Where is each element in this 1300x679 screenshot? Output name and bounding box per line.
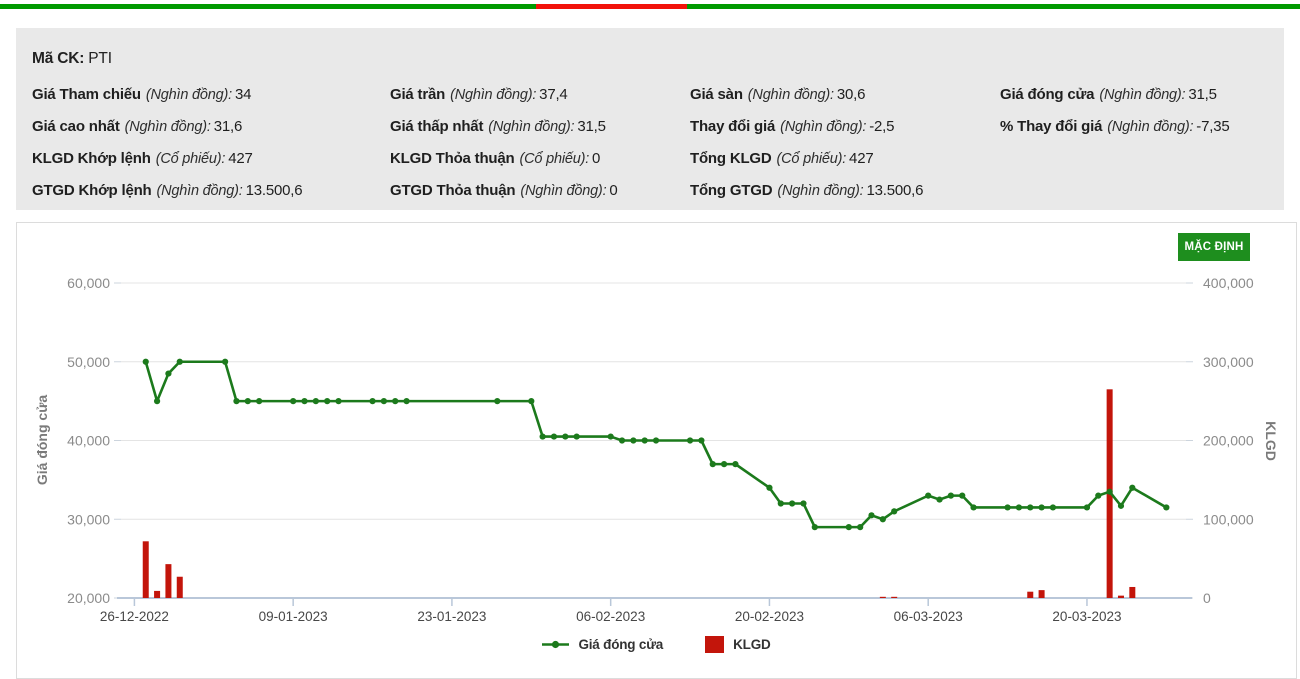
field-klgd-khop-lenh: KLGD Khớp lệnh (Cổ phiếu): 427 bbox=[32, 149, 253, 167]
svg-text:06-02-2023: 06-02-2023 bbox=[576, 609, 645, 624]
field-gia-tran: Giá trần (Nghìn đồng): 37,4 bbox=[390, 85, 568, 103]
svg-text:30,000: 30,000 bbox=[67, 511, 110, 527]
default-view-button[interactable]: MẶC ĐỊNH bbox=[1178, 233, 1250, 261]
svg-text:400,000: 400,000 bbox=[1203, 275, 1254, 291]
line-marker-icon bbox=[542, 640, 570, 649]
field-klgd-thoa-thuan: KLGD Thỏa thuận (Cổ phiếu): 0 bbox=[390, 149, 601, 167]
svg-text:60,000: 60,000 bbox=[67, 275, 110, 291]
svg-text:40,000: 40,000 bbox=[67, 433, 110, 449]
legend-item-price[interactable]: Giá đóng cửa bbox=[542, 637, 663, 652]
svg-text:300,000: 300,000 bbox=[1203, 354, 1254, 370]
field-thay-doi-gia: Thay đổi giá (Nghìn đồng): -2,5 bbox=[690, 117, 895, 135]
svg-text:200,000: 200,000 bbox=[1203, 433, 1254, 449]
field-tong-gtgd: Tổng GTGD (Nghìn đồng): 13.500,6 bbox=[690, 181, 924, 199]
svg-text:50,000: 50,000 bbox=[67, 354, 110, 370]
svg-text:20,000: 20,000 bbox=[67, 590, 110, 606]
stock-code-value: PTI bbox=[88, 50, 112, 67]
field-gtgd-khop-lenh: GTGD Khớp lệnh (Nghìn đồng): 13.500,6 bbox=[32, 181, 303, 199]
svg-text:06-03-2023: 06-03-2023 bbox=[894, 609, 963, 624]
svg-text:20-03-2023: 20-03-2023 bbox=[1052, 609, 1121, 624]
bar-marker-icon bbox=[705, 636, 725, 653]
stock-code-line: Mã CK: PTI bbox=[32, 42, 1284, 78]
field-pct-thay-doi-gia: % Thay đổi giá (Nghìn đồng): -7,35 bbox=[1000, 117, 1230, 135]
svg-text:26-12-2022: 26-12-2022 bbox=[100, 609, 169, 624]
stock-info-grid: Giá Tham chiếu (Nghìn đồng): 34 Giá trần (N… bbox=[32, 78, 1284, 206]
field-tong-klgd: Tổng KLGD (Cổ phiếu): 427 bbox=[690, 149, 874, 167]
legend-item-volume[interactable]: KLGD bbox=[705, 636, 771, 653]
legend-volume-label: KLGD bbox=[733, 637, 771, 652]
legend-price-label: Giá đóng cửa bbox=[578, 637, 664, 652]
svg-text:KLGD: KLGD bbox=[1263, 421, 1279, 461]
stock-info-panel: Mã CK: PTI Giá Tham chiếu (Nghìn đồng): 34… bbox=[16, 28, 1284, 210]
svg-text:09-01-2023: 09-01-2023 bbox=[259, 609, 328, 624]
svg-text:Giá đóng cửa: Giá đóng cửa bbox=[34, 395, 50, 485]
svg-text:20-02-2023: 20-02-2023 bbox=[735, 609, 804, 624]
chart-panel: MẶC ĐỊNH 60,000 400,000 50,000 300,000 40,00… bbox=[16, 222, 1297, 679]
svg-text:23-01-2023: 23-01-2023 bbox=[417, 609, 486, 624]
chart-legend: Giá đóng cửa KLGD bbox=[17, 636, 1296, 653]
top-accent-bar-red bbox=[536, 4, 687, 9]
field-gia-tham-chieu: Giá Tham chiếu (Nghìn đồng): 34 bbox=[32, 85, 252, 103]
field-gia-cao-nhat: Giá cao nhất (Nghìn đồng): 31,6 bbox=[32, 117, 243, 135]
field-gia-dong-cua: Giá đóng cửa (Nghìn đồng): 31,5 bbox=[1000, 85, 1217, 103]
stock-code-label: Mã CK: bbox=[32, 50, 85, 67]
field-gia-san: Giá sàn (Nghìn đồng): 30,6 bbox=[690, 85, 866, 103]
svg-text:100,000: 100,000 bbox=[1203, 511, 1254, 527]
price-volume-chart: 60,000 400,000 50,000 300,000 40,000 200,000 3… bbox=[34, 275, 1279, 624]
svg-text:0: 0 bbox=[1203, 590, 1211, 606]
field-gia-thap-nhat: Giá thấp nhất (Nghìn đồng): 31,5 bbox=[390, 117, 606, 135]
field-gtgd-thoa-thuan: GTGD Thỏa thuận (Nghìn đồng): 0 bbox=[390, 181, 618, 199]
